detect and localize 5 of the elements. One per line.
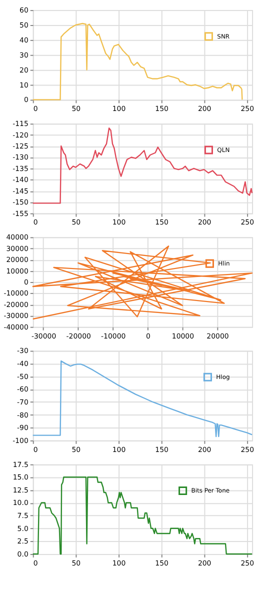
line-series	[32, 360, 253, 438]
line-series	[32, 476, 253, 555]
line-series	[32, 246, 253, 320]
line-series	[32, 127, 253, 204]
line-series	[32, 22, 243, 100]
